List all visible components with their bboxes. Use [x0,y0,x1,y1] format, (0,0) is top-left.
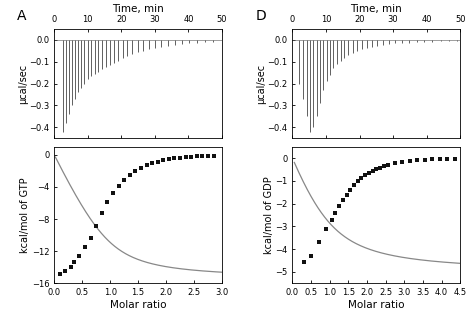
Point [171,156,178,161]
Point [354,179,362,184]
Point [372,167,380,172]
Point [328,217,336,222]
Point [343,192,350,197]
Point [380,164,388,169]
Point [376,165,384,170]
Point [369,168,376,174]
Point [300,259,307,264]
Point [339,198,346,203]
Point [87,235,94,240]
Point [204,153,212,158]
Y-axis label: μcal/sec: μcal/sec [256,63,266,104]
Point [154,159,161,164]
Point [443,156,451,161]
Point [109,191,117,196]
Point [137,165,145,170]
Point [384,163,391,168]
Point [132,168,139,174]
Text: A: A [17,9,27,23]
Y-axis label: kcal/mol of GDP: kcal/mol of GDP [264,176,274,254]
Point [193,154,201,159]
X-axis label: Molar ratio: Molar ratio [110,300,167,310]
Point [346,187,354,192]
Point [126,172,134,177]
Point [56,271,64,276]
Point [331,210,339,215]
Point [391,161,399,166]
Point [98,211,106,216]
Point [350,183,358,188]
X-axis label: Time, min: Time, min [350,4,402,14]
Point [413,158,421,163]
Point [335,204,343,209]
Point [70,260,77,265]
Y-axis label: μcal/sec: μcal/sec [18,63,28,104]
Text: D: D [255,9,266,23]
Point [451,156,458,161]
Point [399,159,406,165]
X-axis label: Time, min: Time, min [112,4,164,14]
Point [436,156,444,162]
Point [199,153,206,158]
Point [315,240,322,245]
X-axis label: Molar ratio: Molar ratio [348,300,405,310]
Point [322,226,330,231]
Point [182,155,189,160]
Point [93,223,100,228]
Point [104,200,111,205]
Point [210,153,218,158]
Point [81,245,89,250]
Point [148,161,156,166]
Point [177,155,184,160]
Point [143,163,150,168]
Point [358,175,365,181]
Point [187,154,195,159]
Point [165,156,173,162]
Point [421,157,429,162]
Point [429,157,436,162]
Y-axis label: kcal/mol of GTP: kcal/mol of GTP [20,177,30,253]
Point [406,158,413,164]
Point [115,184,122,189]
Point [67,265,75,270]
Point [365,170,373,175]
Point [160,158,167,163]
Point [362,173,369,178]
Point [62,269,69,274]
Point [76,253,83,259]
Point [120,177,128,182]
Point [307,253,315,259]
